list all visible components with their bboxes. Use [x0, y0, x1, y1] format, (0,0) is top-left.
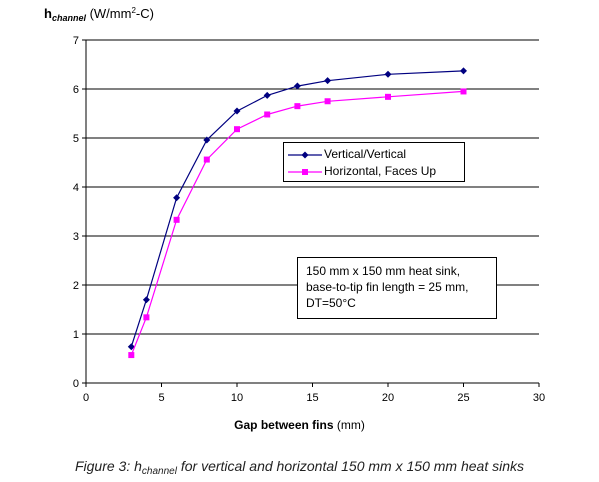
y-tick-label: 4 [73, 182, 79, 194]
data-point [233, 107, 241, 115]
data-point [127, 343, 135, 351]
data-point [294, 103, 301, 110]
y-tick-label: 1 [73, 329, 79, 341]
data-point [293, 82, 301, 90]
y-tick-label: 6 [73, 84, 79, 96]
x-tick-label: 25 [457, 392, 469, 404]
y-axis-label: hchannel (W/mm2-C) [44, 6, 154, 23]
caption-sub: channel [141, 466, 177, 477]
data-point [263, 91, 271, 99]
y-tick-label: 7 [73, 35, 79, 47]
data-point [234, 126, 240, 133]
data-point [128, 352, 135, 359]
legend-label-vertical: Vertical/Vertical [324, 147, 407, 161]
series-line [130, 70, 464, 347]
annotation-line-1: 150 mm x 150 mm heat sink, [306, 264, 461, 278]
series-0 [127, 67, 467, 351]
series-layer [127, 67, 467, 359]
annotation-box: 150 mm x 150 mm heat sink, base-to-tip f… [297, 257, 497, 319]
axes [82, 39, 540, 387]
x-axis-label: Gap between fins (mm) [0, 418, 599, 432]
y-tick-label: 5 [73, 133, 79, 145]
y-axis-label-unit-sup: 2 [131, 6, 136, 15]
data-point [173, 194, 181, 202]
data-point [324, 77, 332, 85]
y-tick-label: 2 [73, 280, 79, 292]
x-tick-label: 30 [533, 392, 545, 404]
y-tick-label: 0 [73, 378, 79, 390]
series-1 [128, 88, 467, 359]
y-axis-label-unit-prefix: (W/mm [85, 6, 132, 21]
y-axis-label-main: h [44, 6, 52, 21]
legend-swatch-vertical-icon [288, 151, 322, 159]
data-point [143, 314, 150, 321]
x-tick-label: 5 [158, 392, 164, 404]
series-line [130, 90, 464, 356]
y-axis-label-unit-suffix: -C) [135, 6, 154, 21]
annotation-line-3: DT=50°C [306, 296, 356, 310]
data-point [203, 136, 211, 144]
data-point [264, 111, 271, 118]
x-tick-label: 10 [231, 392, 243, 404]
x-axis-label-unit: (mm) [333, 418, 365, 432]
tick-labels: 0 1 2 3 4 5 6 7 0 5 10 15 20 25 30 [73, 35, 545, 404]
y-tick-label: 3 [73, 231, 79, 243]
data-point [173, 216, 180, 223]
data-point [384, 70, 392, 78]
data-point [460, 88, 467, 95]
data-point [385, 93, 391, 100]
legend-entry-vertical: Vertical/Vertical [284, 147, 464, 163]
gridlines [86, 39, 539, 335]
data-point [460, 67, 467, 75]
data-point [324, 98, 331, 105]
x-axis-label-main: Gap between fins [234, 418, 334, 432]
legend-label-horizontal: Horizontal, Faces Up [324, 164, 437, 178]
x-tick-label: 20 [382, 392, 394, 404]
figure-caption: Figure 3: hchannel for vertical and hori… [0, 458, 599, 477]
y-axis-label-sub: channel [51, 13, 86, 23]
legend-entry-horizontal: Horizontal, Faces Up [284, 164, 464, 180]
caption-suffix: for vertical and horizontal 150 mm x 150… [176, 458, 524, 474]
legend: Vertical/Vertical Horizontal, Faces Up [283, 142, 465, 182]
annotation-line-2: base-to-tip fin length = 25 mm, [306, 280, 469, 294]
data-point [203, 156, 210, 163]
data-point [142, 296, 150, 304]
caption-prefix: Figure 3: h [74, 458, 142, 474]
x-tick-label: 0 [83, 392, 89, 404]
x-tick-label: 15 [306, 392, 318, 404]
legend-swatch-horizontal-icon [288, 169, 322, 175]
